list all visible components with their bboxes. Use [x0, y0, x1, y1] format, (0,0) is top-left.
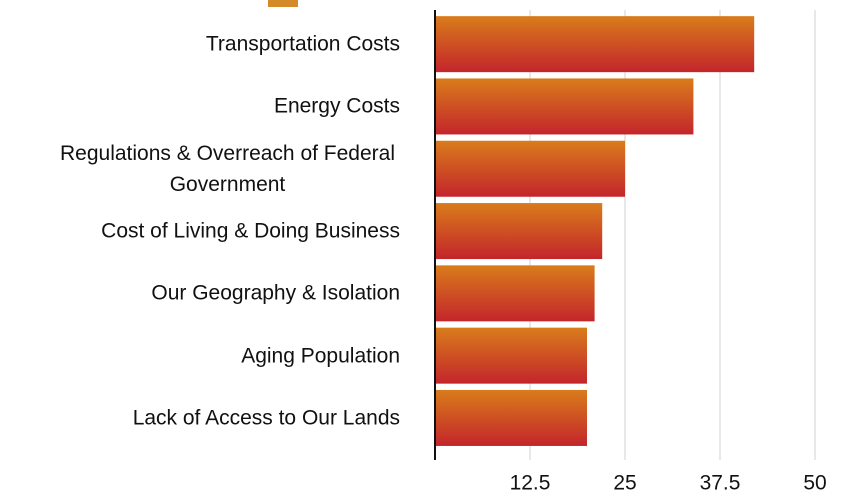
- bar: [435, 389, 587, 446]
- bar: [435, 327, 587, 384]
- bar: [435, 203, 603, 260]
- y-tick-label: Aging Population: [241, 344, 400, 368]
- y-tick-label: Regulations & Overreach of Federal Gover…: [59, 141, 395, 196]
- x-tick-label: 50: [803, 472, 826, 495]
- y-tick-label: Our Geography & Isolation: [151, 281, 400, 305]
- y-tick-label: Energy Costs: [273, 94, 400, 118]
- bar: [435, 78, 694, 135]
- cropped-title-fragment: [268, 0, 298, 7]
- x-tick-label: 25: [613, 472, 636, 495]
- y-tick-label: Lack of Access to Our Lands: [132, 406, 400, 430]
- bar: [435, 265, 595, 322]
- bar: [435, 16, 755, 73]
- x-tick-label: 12.5: [510, 472, 551, 495]
- y-tick-label: Transportation Costs: [205, 32, 400, 56]
- x-tick-label: 37.5: [700, 472, 741, 495]
- y-tick-label: Cost of Living & Doing Business: [101, 219, 400, 243]
- bar: [435, 140, 625, 197]
